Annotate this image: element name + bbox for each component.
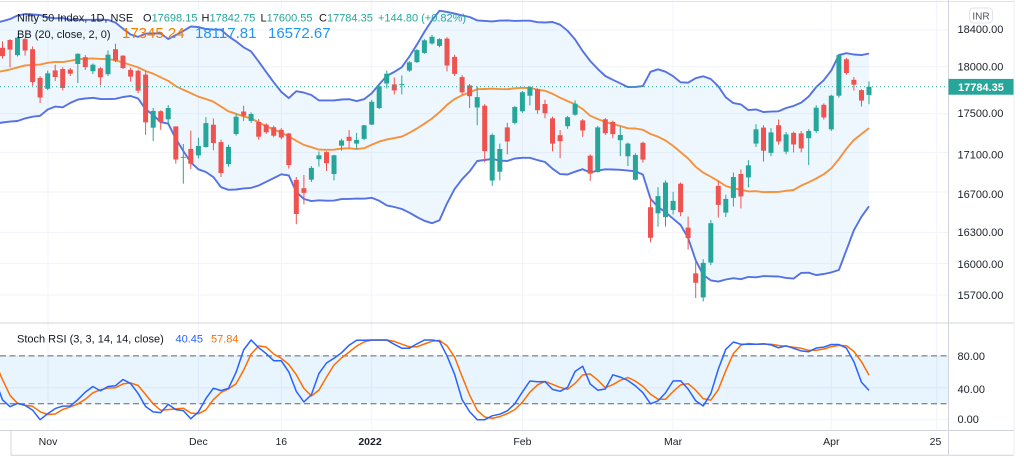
svg-text:Mar: Mar — [664, 436, 683, 448]
svg-text:18000.00: 18000.00 — [958, 62, 1004, 74]
svg-text:18400.00: 18400.00 — [958, 24, 1004, 36]
svg-text:17500.00: 17500.00 — [958, 108, 1004, 120]
svg-text:16700.00: 16700.00 — [958, 189, 1004, 201]
svg-text:16: 16 — [275, 436, 287, 448]
svg-text:Feb: Feb — [513, 436, 531, 448]
svg-text:Dec: Dec — [189, 436, 208, 448]
svg-text:80.00: 80.00 — [958, 351, 986, 363]
svg-text:Stoch RSI (3, 3, 14, 14, close: Stoch RSI (3, 3, 14, 14, close) 40.45 57.8… — [17, 334, 239, 346]
svg-text:15700.00: 15700.00 — [958, 290, 1004, 302]
svg-text:0.00: 0.00 — [958, 414, 979, 426]
svg-text:Nov: Nov — [39, 436, 58, 448]
svg-text:25: 25 — [930, 436, 942, 448]
svg-text:Apr: Apr — [823, 436, 840, 448]
svg-text:17100.00: 17100.00 — [958, 150, 1004, 162]
svg-text:16000.00: 16000.00 — [958, 259, 1004, 271]
svg-text:2022: 2022 — [358, 436, 382, 448]
svg-text:INR: INR — [972, 11, 989, 22]
svg-text:40.00: 40.00 — [958, 384, 986, 396]
svg-text:16300.00: 16300.00 — [958, 227, 1004, 239]
svg-text:17784.35: 17784.35 — [958, 82, 1004, 94]
